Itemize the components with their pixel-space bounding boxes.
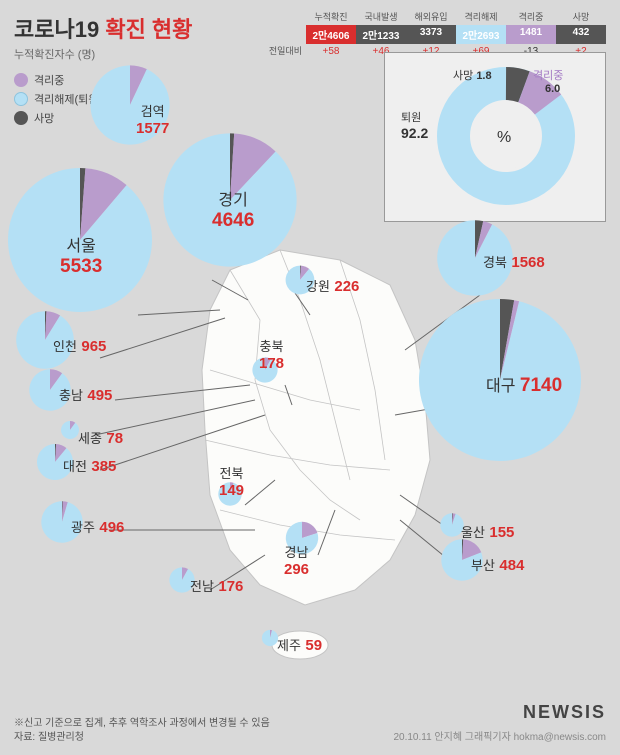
region-daejeon: 대전 385 [35, 442, 75, 482]
region-busan: 부산 484 [439, 537, 485, 583]
source: 자료: 질병관리청 [14, 728, 84, 743]
region-chungbuk: 충북178 [251, 356, 279, 384]
region-seoul: 서울5533 [0, 160, 160, 320]
region-gyeongnam: 경남296 [284, 520, 320, 556]
newsis-logo: NEWSIS [523, 702, 606, 723]
region-jeonnam: 전남 176 [168, 566, 196, 594]
region-gyeongbuk: 경북 1568 [433, 216, 517, 300]
region-incheon: 인천 965 [13, 308, 77, 372]
donut-chart: 사망 1.8 격리중 6.0 퇴원 92.2 % [384, 52, 606, 222]
region-gyeonggi: 경기4646 [156, 126, 304, 274]
region-jeonbuk: 전북149 [217, 481, 243, 507]
region-sejong: 세종 78 [60, 420, 80, 440]
footnote: ※신고 기준으로 집계, 추후 역학조사 과정에서 변경될 수 있음 [14, 714, 270, 729]
region-gangwon: 강원 226 [284, 264, 316, 296]
region-gwangju: 광주 496 [39, 499, 85, 545]
title-main: 코로나19 [14, 17, 99, 42]
region-daegu: 대구 7140 [410, 290, 590, 470]
region-jeju: 제주 59 [261, 629, 279, 647]
region-chungnam: 충남 495 [27, 367, 73, 413]
title-red: 확진 현황 [105, 17, 192, 42]
region-ulsan: 울산 155 [439, 512, 465, 538]
credit: 20.10.11 안지혜 그래픽기자 hokma@newsis.com [393, 728, 606, 743]
